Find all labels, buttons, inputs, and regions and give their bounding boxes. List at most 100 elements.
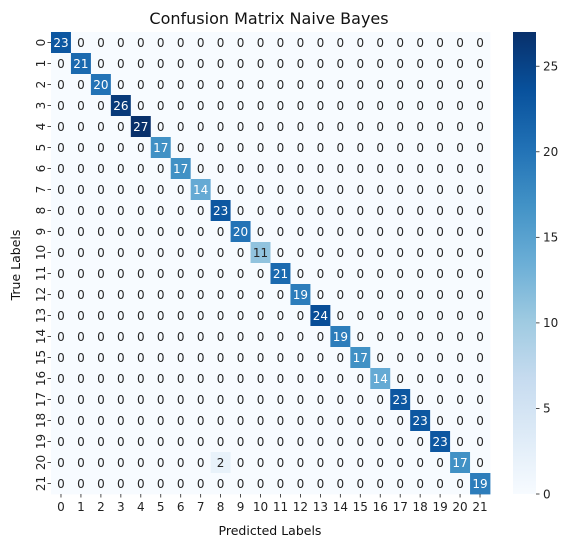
cell-value-label: 0 — [436, 204, 444, 218]
cell-value-label: 0 — [97, 141, 105, 155]
cell-value-label: 0 — [257, 288, 265, 302]
y-tick-label: 9 — [34, 228, 48, 236]
cell-value-label: 0 — [177, 414, 185, 428]
heatmap-cell — [430, 410, 451, 432]
cell-value-label: 0 — [97, 435, 105, 449]
cell-value-label: 0 — [77, 267, 85, 281]
heatmap-cell — [130, 179, 152, 201]
heatmap-cell — [290, 74, 311, 96]
cell-value-label: 0 — [97, 246, 105, 260]
heatmap-cell — [70, 473, 92, 495]
heatmap-cell — [210, 242, 231, 264]
cell-value-label: 0 — [337, 183, 345, 197]
heatmap-cell — [210, 473, 231, 495]
cell-value-label: 0 — [277, 309, 285, 323]
cell-value-label: 0 — [476, 393, 484, 407]
colorbar-tick-label: 25 — [543, 60, 558, 74]
heatmap-cell — [51, 32, 72, 54]
cell-value-label: 0 — [297, 456, 305, 470]
cell-value-label: 0 — [57, 414, 65, 428]
cell-value-label: 0 — [157, 57, 165, 71]
cell-value-label: 0 — [277, 330, 285, 344]
heatmap-cell — [270, 74, 291, 96]
cell-value-label: 0 — [436, 456, 444, 470]
heatmap-cell — [250, 263, 271, 285]
heatmap-cell — [150, 305, 172, 327]
heatmap-cell — [190, 368, 212, 390]
cell-value-label: 0 — [197, 57, 205, 71]
heatmap-cell — [130, 116, 152, 138]
heatmap-cell — [370, 158, 391, 180]
heatmap-cell — [90, 137, 112, 159]
heatmap-cell — [170, 200, 192, 222]
cell-value-label: 0 — [237, 141, 245, 155]
heatmap-cell — [130, 389, 152, 411]
heatmap-cell — [430, 284, 451, 306]
cell-value-label: 0 — [317, 267, 325, 281]
heatmap-cell — [130, 95, 152, 117]
cell-value-label: 0 — [297, 246, 305, 260]
heatmap-cell — [450, 221, 471, 243]
cell-value-label: 0 — [277, 225, 285, 239]
cell-value-label: 0 — [277, 162, 285, 176]
heatmap-cell — [290, 242, 311, 264]
cell-value-label: 0 — [337, 99, 345, 113]
heatmap-cell — [210, 200, 231, 222]
cell-value-label: 0 — [197, 162, 205, 176]
cell-value-label: 0 — [396, 225, 404, 239]
heatmap-cell — [310, 53, 331, 75]
heatmap-cell — [150, 158, 172, 180]
cell-value-label: 0 — [337, 36, 345, 50]
cell-value-label: 0 — [57, 456, 65, 470]
heatmap-cell — [450, 473, 471, 495]
cell-value-label: 0 — [157, 99, 165, 113]
cell-value-label: 0 — [476, 225, 484, 239]
cell-value-label: 0 — [436, 99, 444, 113]
cell-value-label: 0 — [416, 162, 424, 176]
y-tick-label: 11 — [34, 266, 48, 281]
cell-value-label: 0 — [436, 246, 444, 260]
cell-value-label: 0 — [217, 141, 225, 155]
heatmap-cell — [350, 158, 371, 180]
heatmap-cell — [390, 74, 411, 96]
heatmap-cell — [450, 389, 471, 411]
heatmap-cell — [290, 389, 311, 411]
cell-value-label: 0 — [177, 204, 185, 218]
cell-value-label: 0 — [337, 78, 345, 92]
heatmap-cell — [90, 284, 112, 306]
heatmap-cell — [130, 53, 152, 75]
cell-value-label: 0 — [456, 414, 464, 428]
cell-value-label: 0 — [217, 36, 225, 50]
heatmap-cell — [290, 32, 311, 54]
heatmap-cell — [110, 137, 132, 159]
cell-value-label: 0 — [476, 78, 484, 92]
heatmap-cell — [210, 179, 231, 201]
cell-value-label: 0 — [436, 57, 444, 71]
heatmap-cell — [410, 179, 431, 201]
heatmap-cell — [150, 431, 172, 453]
heatmap-cell — [410, 305, 431, 327]
cell-value-label: 0 — [337, 57, 345, 71]
heatmap-cell — [150, 368, 172, 390]
heatmap-cell — [330, 305, 351, 327]
cell-value-label: 0 — [117, 309, 125, 323]
heatmap-cell — [290, 347, 311, 369]
heatmap-cell — [270, 326, 291, 348]
heatmap-cell — [190, 452, 212, 474]
heatmap-cell — [370, 242, 391, 264]
heatmap-cell — [110, 74, 132, 96]
cell-value-label: 0 — [297, 435, 305, 449]
heatmap-cell — [430, 179, 451, 201]
heatmap-cell — [70, 305, 92, 327]
cell-value-label: 0 — [77, 288, 85, 302]
cell-value-label: 0 — [436, 330, 444, 344]
cell-value-label: 0 — [197, 456, 205, 470]
cell-value-label: 0 — [217, 57, 225, 71]
heatmap-cell — [250, 95, 271, 117]
cell-value-label: 0 — [177, 225, 185, 239]
heatmap-cell — [410, 410, 431, 432]
cell-value-label: 0 — [237, 162, 245, 176]
cell-value-label: 0 — [197, 414, 205, 428]
heatmap-cell — [270, 452, 291, 474]
heatmap-cell — [390, 284, 411, 306]
